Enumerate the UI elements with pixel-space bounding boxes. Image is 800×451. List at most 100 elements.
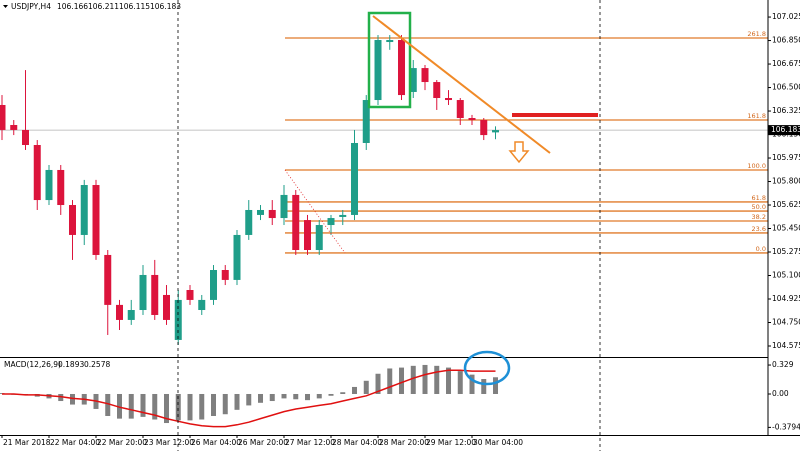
macd-bar (293, 393, 299, 400)
candle-body (210, 269, 218, 300)
x-tick-label: 26 Mar 04:00 (191, 438, 241, 447)
candle-body (421, 68, 429, 83)
fib-label: 50.0 (752, 203, 766, 211)
candle-body (245, 209, 253, 235)
macd-bar (164, 393, 170, 424)
fib-label: 161.8 (747, 112, 766, 120)
y-tick-label: 104.750 (772, 317, 800, 326)
fib-label: 0.0 (756, 245, 766, 253)
y2-tick-label: 0.00 (772, 389, 789, 398)
y-tick-label: 104.575 (772, 341, 800, 350)
macd-title: MACD(12,26,9) (4, 360, 61, 369)
candle-body (304, 220, 312, 250)
macd-signal-value: 0.2578 (84, 360, 110, 369)
y-tick-label: 105.450 (772, 224, 800, 233)
y-tick-label: 107.025 (772, 12, 800, 21)
x-tick-label: 26 Mar 20:00 (238, 438, 288, 447)
candle-body (445, 98, 453, 101)
macd-bar (469, 374, 475, 394)
candle-body (221, 269, 229, 280)
macd-bar (258, 393, 264, 403)
macd-bar (187, 393, 193, 421)
y-tick-label: 104.925 (772, 294, 800, 303)
header-icon (3, 5, 8, 8)
macd-bar (234, 393, 240, 410)
candle-body (163, 294, 171, 320)
header-low: 106.115 (119, 2, 150, 11)
price-label-box (768, 125, 800, 136)
x-tick-label: 28 Mar 20:00 (379, 438, 429, 447)
x-tick-label: 30 Mar 04:00 (473, 438, 523, 447)
macd-value: 0.1893 (58, 360, 84, 369)
y-tick-label: 105.275 (772, 247, 800, 256)
macd-bar (199, 393, 205, 420)
fib-label: 38.2 (752, 213, 766, 221)
y-tick-label: 105.800 (772, 177, 800, 186)
macd-bar (152, 393, 158, 420)
candle-body (339, 214, 347, 217)
candle-body (233, 234, 241, 280)
fib-label: 61.8 (752, 194, 766, 202)
macd-bar (434, 365, 440, 394)
y-tick-label: 106.325 (772, 106, 800, 115)
candle-body (92, 185, 100, 255)
highlight-box (367, 11, 412, 109)
plot-layer: 261.8 161.8 100.0 61.850.0 38.2 23.6 0.0 (0, 30, 768, 428)
price-label: 106.183 (771, 125, 800, 134)
macd-bar (352, 386, 358, 394)
macd-bar (117, 393, 123, 419)
candle-body (10, 124, 18, 130)
candle-body (327, 218, 335, 226)
candle-body (409, 68, 417, 92)
candle-body (351, 142, 359, 215)
candle-body (0, 104, 6, 130)
macd-bar (58, 393, 64, 402)
macd-bar (175, 393, 181, 421)
macd-bar (69, 393, 75, 405)
macd-bar (246, 393, 252, 406)
fib-label: 100.0 (747, 162, 766, 170)
y-tick-label: 105.625 (772, 200, 800, 209)
y2-tick-label: 0.329 (772, 360, 794, 369)
candle-body (139, 274, 147, 311)
macd-bar (387, 368, 393, 394)
candle-body (151, 274, 159, 315)
macd-bar (493, 377, 499, 394)
x-tick-label: 29 Mar 12:00 (426, 438, 476, 447)
macd-bar (410, 365, 416, 394)
candle-body (398, 40, 406, 96)
macd-bar (128, 393, 134, 419)
signal-line (2, 369, 496, 428)
macd-bar (211, 393, 217, 416)
macd-bar (340, 392, 346, 394)
candle-body (198, 299, 206, 311)
candle-body (57, 169, 65, 206)
x-tick-label: 28 Mar 04:00 (332, 438, 382, 447)
symbol: USDJPY,H4 (11, 2, 51, 11)
candle-body (68, 205, 76, 235)
x-tick-label: 22 Mar 20:00 (97, 438, 147, 447)
macd-bar (328, 393, 334, 396)
candle-body (21, 129, 29, 146)
macd-bar (269, 393, 275, 402)
trend-line (372, 15, 551, 154)
candle-body (374, 40, 382, 101)
candle-body (480, 120, 488, 136)
y-tick-label: 106.500 (772, 83, 800, 92)
x-tick-label: 27 Mar 12:00 (285, 438, 335, 447)
macd-bar (305, 393, 311, 401)
candle-body (386, 40, 394, 43)
candle-body (33, 145, 41, 201)
macd-bar (316, 393, 322, 399)
x-tick-label: 21 Mar 2018 (3, 438, 51, 447)
fib-base-line (284, 169, 346, 254)
y-tick-label: 105.100 (772, 271, 800, 280)
candle-body (280, 194, 288, 219)
candle-body (104, 254, 112, 305)
y-tick-label: 105.975 (772, 153, 800, 162)
x-tick-label: 23 Mar 12:00 (144, 438, 194, 447)
y-tick-label: 106.675 (772, 59, 800, 68)
y2-tick-label: -0.3794 (772, 422, 800, 431)
macd-bar (222, 393, 228, 415)
macd-bar (481, 379, 487, 394)
